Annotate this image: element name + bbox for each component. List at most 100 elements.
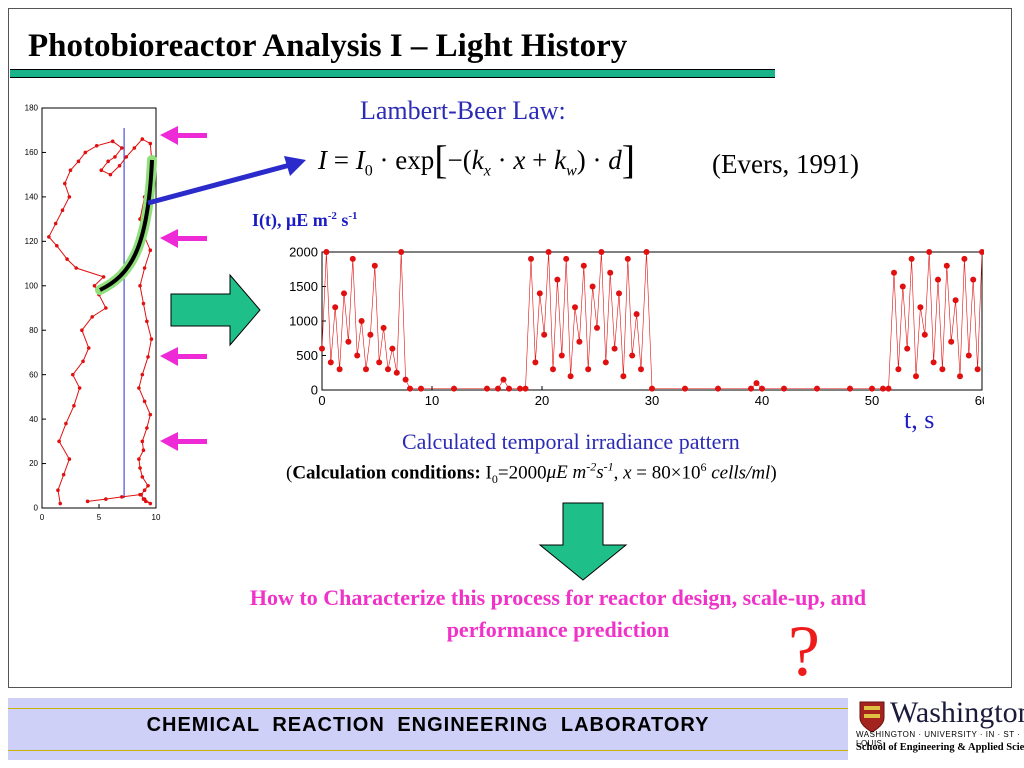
data-point (140, 372, 145, 377)
data-point (120, 146, 124, 150)
data-point (616, 290, 622, 297)
data-point (541, 331, 548, 338)
data-point (939, 366, 946, 373)
data-point (814, 385, 820, 392)
data-point (781, 385, 787, 392)
data-point (138, 283, 142, 288)
x-tick-label: 60 (975, 393, 984, 408)
irradiance-unit-label: I(t), μE m-2 s-1 (252, 210, 358, 230)
data-point (61, 472, 66, 477)
y-tick-label: 60 (29, 370, 38, 379)
pointer-arrow-line (147, 162, 291, 206)
data-point (926, 249, 933, 255)
data-point (319, 345, 325, 352)
data-point (885, 385, 892, 392)
data-point (979, 249, 984, 255)
data-point (895, 366, 902, 373)
data-point (558, 352, 565, 359)
y-tick-label: 1500 (289, 279, 318, 294)
data-point (484, 385, 490, 392)
data-point (148, 412, 153, 417)
data-point (589, 283, 596, 290)
data-point (53, 221, 58, 226)
data-point (104, 306, 108, 310)
data-point (327, 359, 334, 366)
y-tick-label: 0 (34, 504, 39, 513)
data-point (92, 283, 97, 288)
data-point (904, 345, 911, 352)
data-point (594, 324, 600, 331)
data-point (74, 266, 78, 270)
data-point (56, 488, 60, 493)
magenta-arrow (160, 347, 207, 366)
x-tick-label: 50 (865, 393, 879, 408)
data-point (67, 457, 72, 461)
data-point (536, 290, 543, 297)
data-point (142, 266, 147, 270)
data-point (550, 366, 556, 373)
x-tick-label: 0 (40, 513, 45, 522)
data-point (371, 262, 378, 269)
right-block-arrow (170, 273, 261, 347)
x-tick-label: 10 (425, 393, 439, 408)
lambert-beer-formula: I = I0 · exp[−(kx · x + kw) · d] (318, 137, 636, 182)
data-point (528, 255, 534, 262)
data-point (563, 255, 570, 262)
question-mark: ? (788, 611, 820, 691)
magenta-arrow (160, 432, 207, 451)
data-point (64, 421, 68, 426)
data-point (638, 366, 644, 373)
x-tick-label: 10 (152, 513, 161, 522)
footer-rule-top (8, 708, 848, 709)
data-point (86, 346, 91, 350)
x-tick-label: 40 (755, 393, 769, 408)
data-point (81, 359, 85, 364)
y-tick-label: 20 (29, 459, 38, 468)
data-point (908, 255, 915, 262)
data-point (913, 373, 919, 380)
data-point (358, 318, 365, 324)
data-point (917, 304, 924, 311)
data-point (500, 376, 507, 383)
data-point (517, 385, 523, 392)
data-point (76, 159, 81, 164)
data-point (398, 249, 405, 255)
y-tick-label: 140 (25, 193, 39, 202)
data-point (124, 155, 129, 159)
data-point (407, 385, 413, 392)
data-point (847, 385, 853, 392)
data-point (602, 359, 609, 366)
data-point (146, 355, 150, 359)
university-subtitle: WASHINGTON · UNIVERSITY · IN · ST · LOUI… (856, 730, 1021, 748)
data-point (108, 172, 113, 177)
data-point (567, 373, 574, 380)
y-tick-label: 160 (25, 148, 39, 157)
fitted-curve (99, 159, 154, 292)
data-point (363, 366, 369, 373)
data-point (145, 426, 149, 430)
data-point (943, 262, 950, 269)
data-point (140, 439, 145, 444)
data-point (402, 376, 409, 383)
data-point (961, 255, 968, 262)
data-point (58, 501, 63, 506)
data-point (965, 352, 972, 359)
data-point (354, 352, 361, 359)
data-point (132, 146, 137, 150)
data-point (138, 492, 142, 497)
data-point (451, 385, 457, 392)
data-point (68, 168, 73, 173)
data-point (345, 338, 352, 345)
data-point (620, 373, 627, 380)
data-point (65, 257, 69, 261)
data-point (643, 249, 650, 255)
data-point (117, 163, 122, 168)
down-block-arrow (538, 502, 628, 581)
irradiance-chart: 0 10 20 30 40 50 60 0 500 1000 1500 2000 (289, 244, 984, 408)
y-tick-label: 40 (29, 415, 38, 424)
data-point (633, 311, 640, 318)
data-point (83, 150, 88, 155)
question-text: How to Characterize this process for rea… (249, 585, 867, 642)
data-point (753, 380, 760, 387)
